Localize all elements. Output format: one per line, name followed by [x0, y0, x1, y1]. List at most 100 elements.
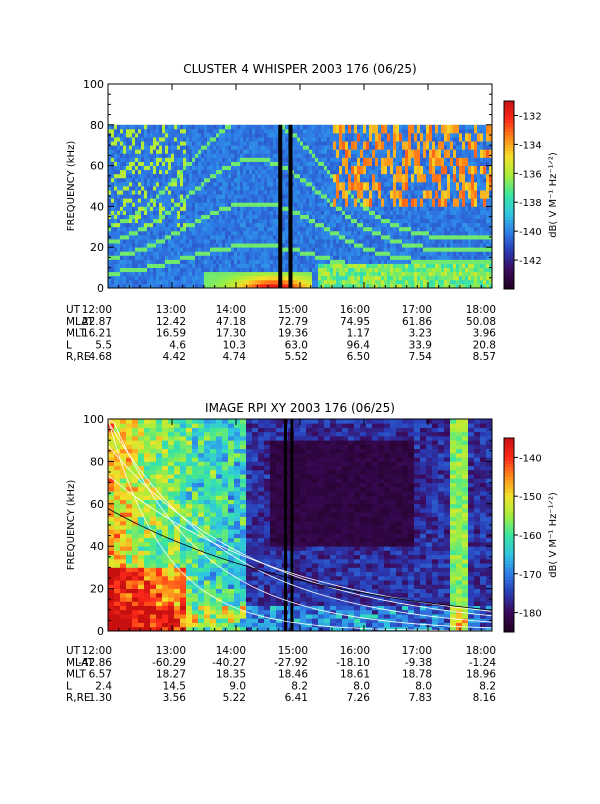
heatmap-cell	[318, 161, 322, 166]
heatmap-cell	[357, 194, 361, 199]
heatmap-cell	[462, 275, 466, 281]
heatmap-cell	[111, 157, 115, 162]
heatmap-cell	[438, 283, 442, 288]
heatmap-cell	[303, 226, 307, 232]
heatmap-cell	[120, 243, 124, 248]
heatmap-cell	[183, 153, 187, 158]
heatmap-cell	[477, 222, 481, 228]
heatmap-cell	[432, 194, 436, 199]
heatmap-cell	[282, 128, 286, 134]
heatmap-cell	[258, 283, 262, 288]
heatmap-cell	[471, 153, 475, 158]
heatmap-cell	[192, 218, 196, 224]
heatmap-cell	[438, 145, 442, 150]
heatmap-cell	[297, 165, 301, 171]
heatmap-cell	[264, 230, 268, 236]
heatmap-cell	[186, 279, 190, 285]
heatmap-cell	[321, 157, 325, 162]
heatmap-cell	[381, 145, 385, 150]
heatmap-cell	[210, 132, 214, 138]
heatmap-cell	[270, 153, 274, 158]
heatmap-cell	[435, 247, 439, 252]
heatmap-cell	[327, 181, 331, 187]
heatmap-cell	[375, 132, 379, 138]
heatmap-cell	[117, 202, 121, 207]
heatmap-cell	[369, 206, 373, 211]
heatmap-cell	[360, 186, 364, 191]
heatmap-cell	[150, 165, 154, 171]
heatmap-cell	[306, 177, 310, 183]
heatmap-cell	[114, 177, 118, 183]
heatmap-cell	[255, 124, 259, 130]
heatmap-cell	[480, 161, 484, 166]
heatmap-cell	[342, 214, 346, 220]
heatmap-cell	[135, 124, 139, 130]
heatmap-cell	[333, 226, 337, 232]
heatmap-cell	[369, 218, 373, 224]
heatmap-cell	[219, 239, 223, 244]
heatmap-cell	[201, 145, 205, 150]
heatmap-cell	[468, 161, 472, 166]
heatmap-cell	[354, 153, 358, 158]
heatmap-cell	[222, 279, 226, 285]
heatmap-cell	[456, 194, 460, 199]
heatmap-cell	[303, 210, 307, 215]
heatmap-cell	[357, 283, 361, 288]
heatmap-cell	[282, 206, 286, 211]
heatmap-cell	[252, 137, 256, 142]
heatmap-cell	[435, 161, 439, 166]
heatmap-cell	[453, 173, 457, 179]
heatmap-cell	[150, 222, 154, 228]
heatmap-cell	[429, 267, 433, 273]
heatmap-cell	[216, 214, 220, 220]
heatmap-cell	[477, 239, 481, 244]
heatmap-cell	[465, 218, 469, 224]
heatmap-cell	[171, 202, 175, 207]
heatmap-cell	[396, 181, 400, 187]
heatmap-cell	[168, 263, 172, 268]
heatmap-cell	[183, 230, 187, 236]
heatmap-cell	[174, 202, 178, 207]
heatmap-cell	[243, 132, 247, 138]
heatmap-cell	[420, 186, 424, 191]
heatmap-cell	[309, 275, 313, 281]
heatmap-cell	[237, 145, 241, 150]
heatmap-cell	[390, 247, 394, 252]
heatmap-cell	[348, 230, 352, 236]
heatmap-cell	[339, 186, 343, 191]
heatmap-cell	[480, 181, 484, 187]
heatmap-cell	[174, 145, 178, 150]
heatmap-cell	[294, 267, 298, 273]
heatmap-cell	[405, 230, 409, 236]
heatmap-cell	[267, 218, 271, 224]
heatmap-cell	[396, 149, 400, 154]
heatmap-cell	[420, 145, 424, 150]
heatmap-cell	[270, 169, 274, 175]
heatmap-cell	[219, 214, 223, 220]
heatmap-cell	[261, 128, 265, 134]
heatmap-cell	[300, 263, 304, 268]
heatmap-cell	[198, 255, 202, 260]
heatmap-cell	[141, 275, 145, 281]
heatmap-cell	[354, 239, 358, 244]
heatmap-cell	[438, 186, 442, 191]
heatmap-cell	[309, 149, 313, 154]
heatmap-cell	[450, 165, 454, 171]
heatmap-cell	[189, 267, 193, 273]
heatmap-cell	[252, 132, 256, 138]
heatmap-cell	[405, 194, 409, 199]
heatmap-cell	[108, 283, 112, 288]
heatmap-cell	[432, 124, 436, 130]
heatmap-cell	[156, 198, 160, 203]
heatmap-cell	[111, 137, 115, 142]
heatmap-cell	[465, 210, 469, 215]
heatmap-cell	[141, 206, 145, 211]
heatmap-cell	[114, 222, 118, 228]
heatmap-cell	[327, 226, 331, 232]
heatmap-cell	[258, 222, 262, 228]
heatmap-cell	[369, 190, 373, 195]
heatmap-cell	[264, 226, 268, 232]
heatmap-cell	[471, 186, 475, 191]
heatmap-cell	[246, 247, 250, 252]
heatmap-cell	[174, 124, 178, 130]
